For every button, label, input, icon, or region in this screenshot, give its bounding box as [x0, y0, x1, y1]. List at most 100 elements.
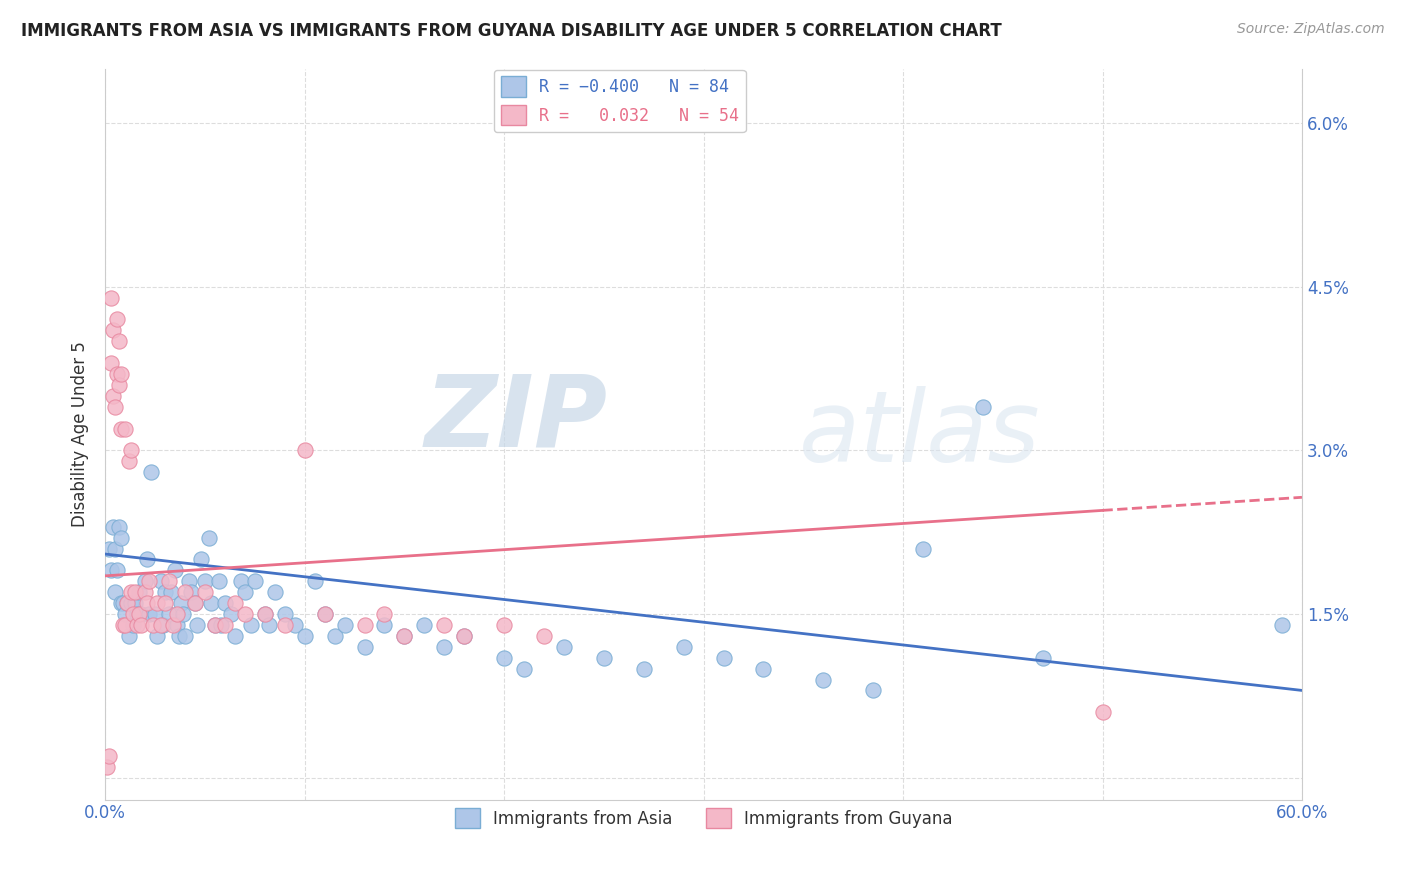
- Point: [233, 607, 256, 621]
- Point: [96, 760, 118, 774]
- Point: [108, 378, 131, 392]
- Point: [194, 585, 217, 599]
- Point: [138, 574, 160, 589]
- Point: [118, 629, 141, 643]
- Point: [274, 607, 297, 621]
- Point: [98, 541, 121, 556]
- Point: [177, 574, 200, 589]
- Point: [128, 585, 150, 599]
- Point: [118, 454, 141, 468]
- Point: [294, 443, 316, 458]
- Point: [100, 356, 122, 370]
- Point: [184, 596, 207, 610]
- Point: [170, 596, 193, 610]
- Text: ZIP: ZIP: [425, 371, 607, 468]
- Point: [284, 618, 307, 632]
- Point: [208, 574, 231, 589]
- Point: [104, 400, 127, 414]
- Point: [713, 650, 735, 665]
- Point: [253, 607, 276, 621]
- Point: [1271, 618, 1294, 632]
- Point: [253, 607, 276, 621]
- Point: [174, 585, 197, 599]
- Point: [127, 607, 149, 621]
- Point: [263, 585, 285, 599]
- Point: [373, 618, 395, 632]
- Point: [110, 367, 132, 381]
- Point: [453, 629, 475, 643]
- Point: [104, 585, 127, 599]
- Point: [110, 421, 132, 435]
- Point: [353, 618, 375, 632]
- Point: [146, 629, 169, 643]
- Point: [124, 585, 146, 599]
- Point: [160, 585, 183, 599]
- Point: [134, 585, 156, 599]
- Point: [224, 629, 246, 643]
- Point: [204, 618, 226, 632]
- Point: [129, 618, 152, 632]
- Point: [103, 389, 125, 403]
- Point: [120, 443, 142, 458]
- Point: [120, 596, 142, 610]
- Point: [104, 541, 127, 556]
- Point: [103, 520, 125, 534]
- Text: Source: ZipAtlas.com: Source: ZipAtlas.com: [1237, 22, 1385, 37]
- Point: [180, 585, 202, 599]
- Point: [115, 596, 138, 610]
- Point: [494, 618, 516, 632]
- Point: [110, 531, 132, 545]
- Point: [112, 618, 135, 632]
- Point: [122, 618, 145, 632]
- Point: [239, 618, 262, 632]
- Point: [139, 465, 162, 479]
- Point: [214, 596, 236, 610]
- Point: [209, 618, 232, 632]
- Point: [127, 618, 149, 632]
- Point: [174, 629, 197, 643]
- Point: [333, 618, 356, 632]
- Point: [105, 367, 128, 381]
- Legend: Immigrants from Asia, Immigrants from Guyana: Immigrants from Asia, Immigrants from Gu…: [449, 801, 959, 835]
- Point: [114, 421, 136, 435]
- Point: [373, 607, 395, 621]
- Point: [166, 618, 188, 632]
- Point: [142, 618, 165, 632]
- Point: [122, 607, 145, 621]
- Point: [194, 574, 217, 589]
- Point: [150, 618, 173, 632]
- Point: [124, 596, 146, 610]
- Point: [752, 662, 775, 676]
- Point: [100, 563, 122, 577]
- Point: [314, 607, 336, 621]
- Point: [672, 640, 695, 654]
- Point: [972, 400, 994, 414]
- Point: [257, 618, 280, 632]
- Point: [533, 629, 555, 643]
- Point: [862, 683, 884, 698]
- Y-axis label: Disability Age Under 5: Disability Age Under 5: [72, 341, 89, 527]
- Point: [224, 596, 246, 610]
- Point: [120, 585, 142, 599]
- Point: [353, 640, 375, 654]
- Point: [153, 585, 176, 599]
- Point: [108, 520, 131, 534]
- Point: [214, 618, 236, 632]
- Point: [105, 312, 128, 326]
- Text: IMMIGRANTS FROM ASIA VS IMMIGRANTS FROM GUYANA DISABILITY AGE UNDER 5 CORRELATIO: IMMIGRANTS FROM ASIA VS IMMIGRANTS FROM …: [21, 22, 1002, 40]
- Point: [274, 618, 297, 632]
- Point: [108, 334, 131, 349]
- Point: [100, 291, 122, 305]
- Point: [115, 596, 138, 610]
- Point: [114, 618, 136, 632]
- Point: [633, 662, 655, 676]
- Point: [229, 574, 252, 589]
- Point: [138, 607, 160, 621]
- Point: [233, 585, 256, 599]
- Point: [911, 541, 934, 556]
- Point: [494, 650, 516, 665]
- Point: [136, 596, 159, 610]
- Point: [198, 531, 221, 545]
- Point: [172, 607, 194, 621]
- Point: [1032, 650, 1054, 665]
